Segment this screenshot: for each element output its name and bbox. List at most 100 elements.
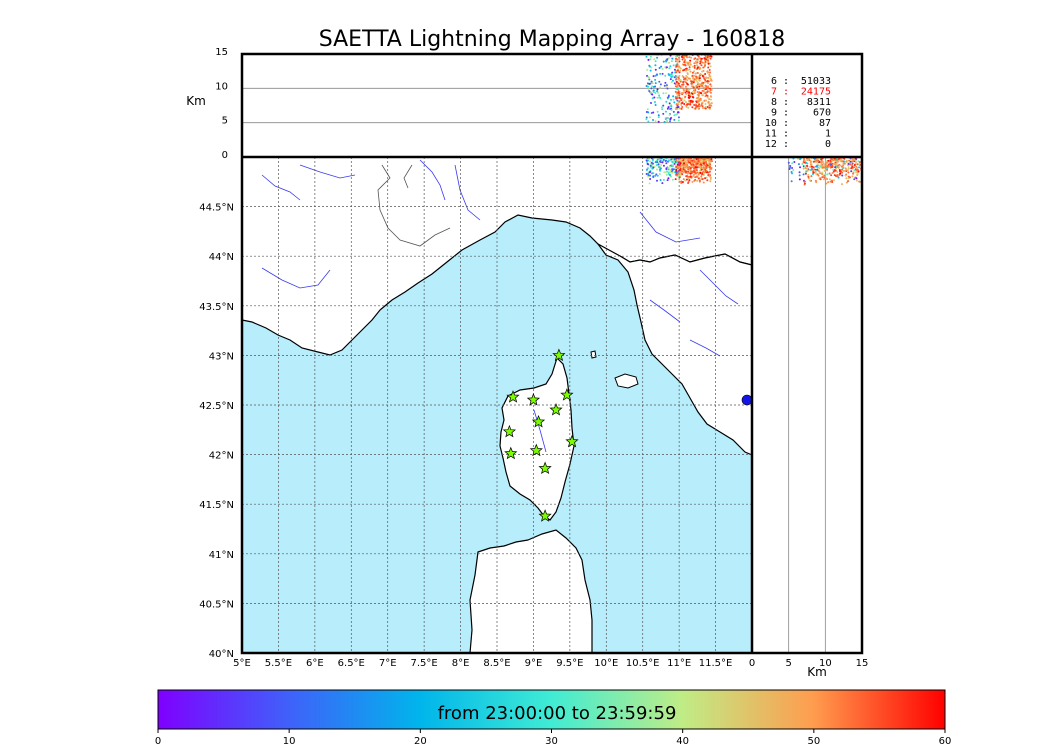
top-source-point xyxy=(673,68,676,71)
top-source-point xyxy=(647,76,650,79)
top-source-point xyxy=(648,89,651,92)
map-source-point xyxy=(691,159,694,162)
right-source-point xyxy=(851,164,854,167)
map-source-point xyxy=(704,157,707,160)
top-source-point xyxy=(661,72,664,75)
map-source-point xyxy=(669,165,672,168)
right-x-tick-label: 15 xyxy=(856,658,869,669)
right-source-point xyxy=(815,165,818,168)
top-source-point xyxy=(677,116,680,119)
top-source-point xyxy=(659,83,662,86)
colorbar-ticks: 0 10 20 30 40 50 60 xyxy=(155,729,952,747)
count-label: 7 : xyxy=(771,87,789,98)
map-source-point xyxy=(652,175,655,178)
top-source-point xyxy=(676,106,679,109)
top-source-point xyxy=(708,90,711,93)
map-x-tick-label: 9°E xyxy=(525,658,543,669)
map-source-point xyxy=(699,166,702,169)
map-source-point xyxy=(673,171,676,174)
map-source-point xyxy=(666,179,669,182)
latitude-altitude-panel: 0 5 10 15 Km xyxy=(749,157,869,679)
map-source-point xyxy=(661,182,664,185)
top-source-point xyxy=(709,91,712,94)
top-source-point xyxy=(679,66,682,69)
map-source-point xyxy=(698,178,701,181)
map-x-tick-label: 6°E xyxy=(306,658,324,669)
map-x-tick-label: 10°E xyxy=(594,658,618,669)
right-source-point xyxy=(791,166,794,169)
top-source-point xyxy=(652,75,655,78)
rivers xyxy=(261,159,739,453)
count-value: 87 xyxy=(819,118,831,129)
top-source-point xyxy=(668,67,671,70)
top-source-point xyxy=(709,102,712,105)
colorbar-tick-label: 10 xyxy=(283,736,296,747)
top-source-point xyxy=(668,120,671,123)
top-source-point xyxy=(649,58,652,61)
top-source-point xyxy=(699,60,702,63)
map-source-point xyxy=(673,158,676,161)
right-source-point xyxy=(820,160,823,163)
top-source-point xyxy=(707,66,710,69)
right-source-point xyxy=(847,177,850,180)
right-source-point xyxy=(826,167,829,170)
top-source-point xyxy=(683,99,686,102)
top-source-point xyxy=(670,105,673,108)
top-source-point xyxy=(678,65,681,68)
right-source-point xyxy=(814,169,817,172)
top-source-point xyxy=(709,87,712,90)
top-source-point xyxy=(654,68,657,71)
map-source-point xyxy=(688,169,691,172)
top-source-point xyxy=(696,61,699,64)
map-source-point xyxy=(695,163,698,166)
map-source-point xyxy=(670,158,673,161)
right-source-point xyxy=(844,169,847,172)
top-source-point xyxy=(656,73,659,76)
map-source-point xyxy=(686,172,689,175)
map-source-point xyxy=(694,168,697,171)
map-source-point xyxy=(662,178,665,181)
colorbar-tick-label: 60 xyxy=(939,736,952,747)
top-source-point xyxy=(687,96,690,99)
map-source-point xyxy=(693,179,696,182)
map-source-point xyxy=(651,159,654,162)
right-source-point xyxy=(851,165,854,168)
top-source-point xyxy=(704,64,707,67)
right-source-point xyxy=(858,166,861,169)
map-source-point xyxy=(672,164,675,167)
top-source-point xyxy=(696,81,699,84)
top-source-point xyxy=(693,64,696,67)
top-source-point xyxy=(683,68,686,71)
map-source-point xyxy=(680,180,683,183)
map-source-point xyxy=(645,160,648,163)
top-source-point xyxy=(683,78,686,81)
top-source-point xyxy=(672,64,675,67)
top-source-point xyxy=(675,76,678,79)
map-source-point xyxy=(675,161,678,164)
right-source-point xyxy=(853,169,856,172)
map-source-point xyxy=(687,168,690,171)
map-source-point xyxy=(646,167,649,170)
top-source-point xyxy=(677,90,680,93)
right-source-point xyxy=(854,176,857,179)
top-source-point xyxy=(674,78,677,81)
top-source-point xyxy=(681,55,684,58)
map-source-point xyxy=(659,179,662,182)
map-source-point xyxy=(677,172,680,175)
top-source-point xyxy=(651,82,654,85)
top-source-point xyxy=(682,84,685,87)
map-source-point xyxy=(667,177,670,180)
top-source-point xyxy=(688,56,691,59)
top-source-point xyxy=(652,118,655,121)
top-source-point xyxy=(658,80,661,83)
top-source-point xyxy=(696,59,699,62)
top-source-point xyxy=(650,91,653,94)
top-source-point xyxy=(701,101,704,104)
top-source-point xyxy=(665,84,668,87)
right-source-point xyxy=(822,166,825,169)
map-y-tick-label: 41°N xyxy=(209,550,234,561)
top-source-point xyxy=(693,70,696,73)
top-source-point xyxy=(707,58,710,61)
top-source-point xyxy=(685,74,688,77)
station-star xyxy=(552,348,566,362)
